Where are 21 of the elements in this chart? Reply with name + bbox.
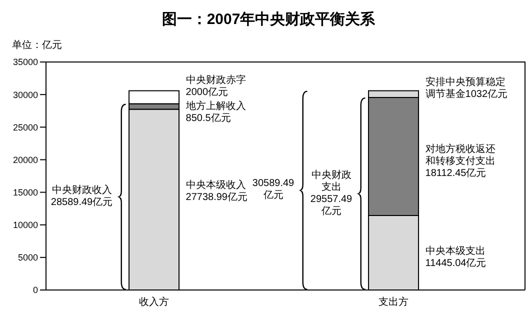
annotation: 安排中央预算稳定调节基金1032亿元 xyxy=(425,77,509,102)
y-axis-title: 单位：亿元 xyxy=(12,39,62,51)
x-tick-label: 支出方 xyxy=(378,296,408,308)
y-tick-label: 0 xyxy=(32,285,38,296)
annotation: 30589.49亿元 xyxy=(251,178,296,202)
y-tick-label: 15000 xyxy=(12,187,38,198)
y-tick-label: 25000 xyxy=(12,122,38,132)
annotation: 地方上解收入850.5亿元 xyxy=(186,101,247,126)
annotation: 对地方税收返还和转移支付支出18112.45亿元 xyxy=(425,144,496,180)
y-tick-label: 10000 xyxy=(12,220,38,230)
x-tick-label: 收入方 xyxy=(138,296,169,308)
annotation: 中央本级支出11445.04亿元 xyxy=(425,246,488,270)
y-tick-label: 35000 xyxy=(12,57,38,68)
y-tick-label: 20000 xyxy=(12,154,38,165)
chart-title: 图一：2007年中央财政平衡关系 xyxy=(160,10,376,30)
annotation: 中央财政收入28589.49亿元 xyxy=(50,184,114,209)
annotation: 中央财政赤字2000亿元 xyxy=(186,75,247,100)
y-tick-label: 30000 xyxy=(12,90,38,100)
annotation: 中央财政支出29557.49亿元 xyxy=(309,170,354,218)
annotation: 中央本级收入27738.99亿元 xyxy=(186,180,248,204)
y-tick-label: 5000 xyxy=(18,252,38,263)
